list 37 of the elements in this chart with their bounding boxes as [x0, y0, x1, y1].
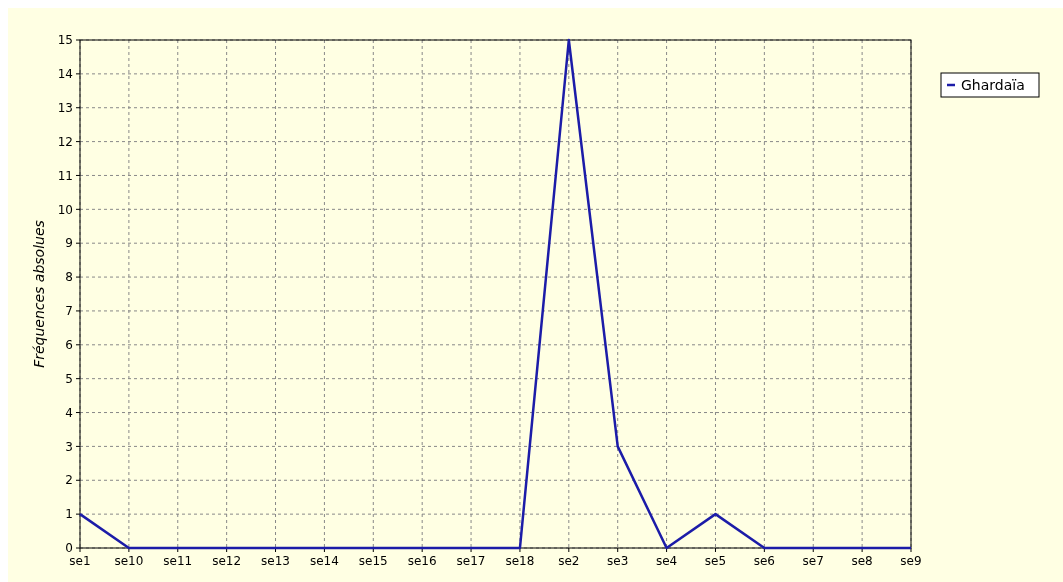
x-tick-label: se4: [655, 554, 678, 568]
y-tick-label: 5: [65, 371, 73, 386]
x-tick-label: se10: [114, 554, 144, 568]
y-tick-label: 12: [57, 134, 73, 149]
y-tick-label: 4: [65, 405, 73, 420]
x-tick-label: se17: [456, 554, 486, 568]
y-tick-label: 9: [65, 236, 73, 251]
y-tick-label: 7: [65, 304, 73, 319]
x-tick-label: se7: [802, 554, 824, 568]
y-tick-label: 15: [57, 33, 73, 48]
x-tick-label: se8: [851, 554, 873, 568]
y-tick-label: 8: [65, 270, 73, 285]
x-tick-label: se14: [309, 554, 339, 568]
x-tick-label: se16: [407, 554, 437, 568]
x-tick-label: se6: [753, 554, 775, 568]
x-tick-label: se5: [704, 554, 727, 568]
y-axis-title: Fréquences absolues: [31, 220, 47, 368]
y-tick-label: 13: [57, 100, 73, 115]
x-tick-label: se3: [607, 554, 629, 568]
y-tick-label: 14: [57, 67, 73, 82]
x-tick-label: se9: [900, 554, 922, 568]
x-tick-label: se12: [212, 554, 242, 568]
y-tick-label: 11: [57, 168, 73, 183]
x-tick-label: se11: [163, 554, 193, 568]
x-tick-label: se13: [261, 554, 290, 568]
y-tick-label: 1: [65, 507, 73, 522]
x-tick-label: se18: [505, 554, 535, 568]
y-tick-label: 3: [65, 439, 73, 454]
legend-label: Ghardaïa: [961, 76, 1025, 93]
y-tick-label: 2: [65, 473, 73, 488]
line-series: [78, 38, 913, 550]
y-tick-label: 6: [65, 338, 73, 352]
y-tick-label: 10: [57, 202, 73, 217]
x-tick-label: se15: [358, 554, 388, 568]
y-tick-label: 0: [65, 541, 73, 556]
x-tick-label: se1: [69, 554, 91, 568]
x-tick-label: se2: [558, 554, 580, 568]
